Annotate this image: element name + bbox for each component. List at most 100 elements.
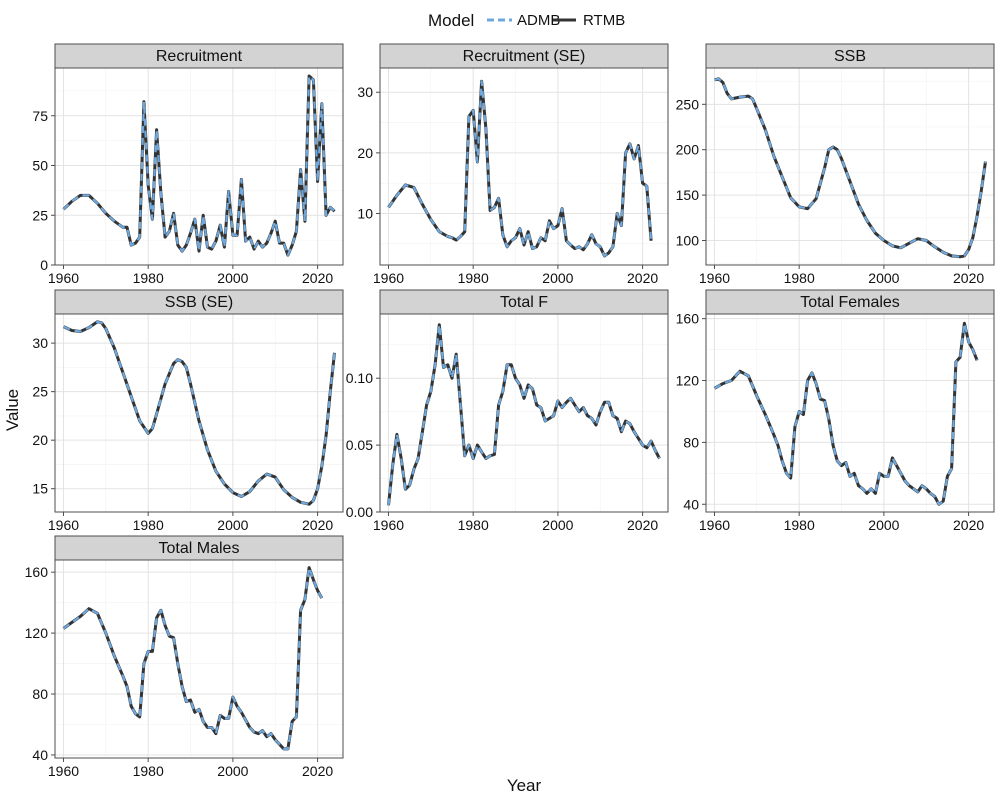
x-tick-label: 1960 [48, 517, 79, 533]
panel-background [54, 67, 344, 266]
series-line-admb [62, 566, 323, 750]
x-tick-label: 2020 [953, 270, 984, 286]
panel-total-males: Total Males 1960 1980 2000 2020 40 80 120 160 [25, 535, 344, 779]
panel-title: Total Females [800, 294, 900, 311]
x-tick-label: 1980 [458, 517, 489, 533]
legend-title: Model [428, 11, 474, 30]
legend-label-rtmb: RTMB [583, 12, 625, 29]
y-tick-label: 0.10 [346, 370, 373, 386]
y-tick-label: 30 [32, 335, 48, 351]
x-tick-label: 2020 [953, 517, 984, 533]
y-tick-label: 160 [25, 564, 49, 580]
x-tick-label: 1960 [699, 270, 730, 286]
panel-border [379, 313, 669, 513]
panel-strip [54, 43, 344, 69]
y-tick-label: 100 [676, 232, 700, 248]
x-tick-label: 1960 [373, 270, 404, 286]
x-tick-label: 2020 [627, 517, 658, 533]
x-tick-label: 2020 [627, 270, 658, 286]
y-tick-label: 20 [32, 432, 48, 448]
panel-title: Total Males [159, 540, 240, 557]
legend-label-admb: ADMB [517, 12, 560, 29]
panel-title: SSB (SE) [165, 294, 233, 311]
panel-border [705, 313, 995, 513]
y-tick-label: 80 [32, 686, 48, 702]
y-tick-label: 200 [676, 142, 700, 158]
x-tick-label: 1980 [133, 763, 164, 779]
panel-strip [705, 43, 995, 69]
panel-total-females: Total Females 1960 1980 2000 2020 40 80 120 160 [676, 289, 995, 533]
x-tick-label: 2000 [217, 270, 248, 286]
x-tick-label: 2000 [868, 517, 899, 533]
x-tick-label: 1980 [133, 270, 164, 286]
y-tick-label: 40 [683, 496, 699, 512]
y-tick-label: 250 [676, 96, 700, 112]
x-tick-label: 1960 [373, 517, 404, 533]
x-tick-label: 1960 [48, 763, 79, 779]
x-tick-label: 1960 [699, 517, 730, 533]
panel-border [54, 67, 344, 266]
panel-border [379, 67, 669, 266]
panel-border [54, 313, 344, 513]
x-tick-label: 1980 [784, 517, 815, 533]
panel-background [379, 67, 669, 266]
y-tick-label: 80 [683, 434, 699, 450]
x-tick-label: 2020 [302, 763, 333, 779]
panel-title: Total F [500, 294, 548, 311]
series-line-admb [387, 323, 661, 506]
y-tick-label: 25 [32, 207, 48, 223]
legend: Model ADMB RTMB [428, 11, 625, 30]
panel-strip [54, 535, 344, 561]
panel-title: Recruitment [156, 48, 243, 65]
panel-ssb: SSB 1960 1980 2000 2020 100 150 200 250 [676, 43, 995, 286]
panel-recruitment: Recruitment 1960 1980 2000 2020 0 25 50 75 [32, 43, 344, 286]
y-tick-label: 75 [32, 108, 48, 124]
y-axis-title: Value [3, 389, 22, 431]
y-tick-label: 10 [357, 205, 373, 221]
x-tick-label: 1980 [784, 270, 815, 286]
x-tick-label: 2000 [868, 270, 899, 286]
series-line-admb [714, 77, 987, 258]
panel-ssb-se: SSB (SE) 1960 1980 2000 2020 15 20 25 30 [32, 289, 344, 533]
y-tick-label: 120 [676, 373, 700, 389]
series-line-admb [387, 80, 653, 257]
panel-recruitment-se: Recruitment (SE) 1960 1980 2000 2020 10 20 30 [357, 43, 669, 286]
y-tick-label: 0.00 [346, 504, 373, 520]
panel-border [705, 67, 995, 266]
panel-strip [379, 43, 669, 69]
y-tick-label: 30 [357, 84, 373, 100]
y-tick-label: 40 [32, 747, 48, 763]
x-tick-label: 2000 [217, 517, 248, 533]
x-tick-label: 1980 [133, 517, 164, 533]
series-line-admb [713, 322, 979, 506]
y-tick-label: 0 [40, 257, 48, 273]
panel-title: Recruitment (SE) [463, 48, 586, 65]
y-tick-label: 120 [25, 625, 49, 641]
panel-background [705, 313, 995, 513]
x-tick-label: 2000 [217, 763, 248, 779]
panel-strip [705, 289, 995, 315]
panel-border [54, 559, 344, 759]
y-tick-label: 25 [32, 384, 48, 400]
x-tick-label: 2020 [302, 270, 333, 286]
y-tick-label: 15 [32, 481, 48, 497]
x-axis-title: Year [507, 776, 542, 795]
y-tick-label: 50 [32, 158, 48, 174]
y-tick-label: 20 [357, 145, 373, 161]
panel-background [379, 313, 669, 513]
y-tick-label: 160 [676, 311, 700, 327]
panel-strip [379, 289, 669, 315]
panel-total-f: Total F 1960 1980 2000 2020 0.00 0.05 0.10 [346, 289, 669, 533]
x-tick-label: 1980 [458, 270, 489, 286]
x-tick-label: 2000 [542, 517, 573, 533]
series-line-admb [63, 320, 336, 506]
panel-background [54, 313, 344, 513]
x-tick-label: 2000 [542, 270, 573, 286]
y-tick-label: 0.05 [346, 437, 373, 453]
panel-title: SSB [834, 48, 866, 65]
x-tick-label: 2020 [302, 517, 333, 533]
y-tick-label: 150 [676, 187, 700, 203]
x-tick-label: 1960 [48, 270, 79, 286]
